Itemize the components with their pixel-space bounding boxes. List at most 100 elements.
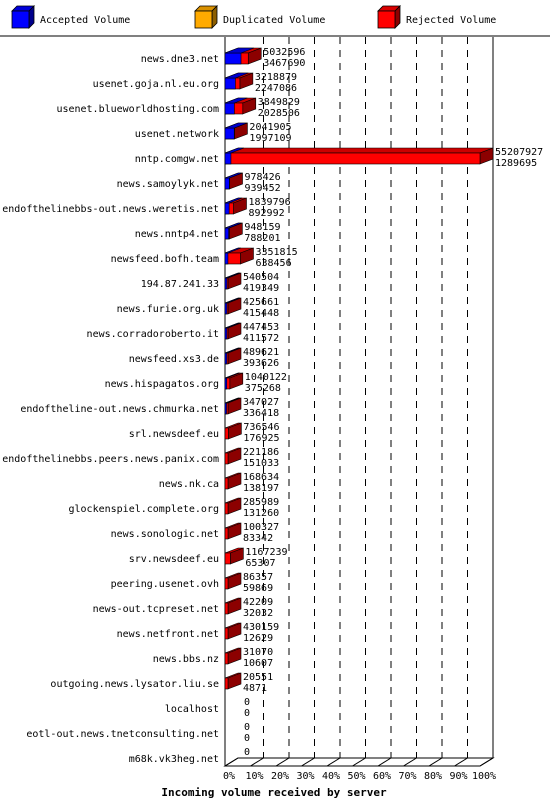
server-label: news.samoylyk.net xyxy=(117,179,219,190)
bar-rejected xyxy=(224,577,229,590)
x-tick-label: 100% xyxy=(472,771,496,782)
bar-accepted-top xyxy=(224,272,241,279)
value-label-accepted: 375268 xyxy=(245,383,281,394)
server-label: newsfeed.xs3.de xyxy=(129,354,219,365)
legend-item: Rejected Volume xyxy=(377,5,496,29)
bar-rejected xyxy=(224,602,229,615)
server-label: news.nntp4.net xyxy=(135,229,219,240)
bar-accepted-top xyxy=(224,222,242,229)
value-label-accepted: 65307 xyxy=(245,558,275,569)
tick-mark xyxy=(428,757,443,767)
value-label-accepted: 131260 xyxy=(243,508,279,519)
server-bar: 00 xyxy=(244,697,250,719)
tick-mark xyxy=(454,757,468,767)
value-label-total: 86357 xyxy=(243,572,273,583)
bar-accepted xyxy=(224,302,228,315)
x-tick-label: 50% xyxy=(347,771,365,782)
bar-accepted xyxy=(224,402,227,415)
bar-rejected xyxy=(224,502,229,515)
x-tick-label: 60% xyxy=(373,771,391,782)
value-label-accepted: 151033 xyxy=(243,458,279,469)
bar-accepted xyxy=(224,127,235,140)
x-axis: 0% 10% 20% 30% 40% 50% 60% 70% 80% 90% 100% xyxy=(223,757,496,782)
bar-accepted-top xyxy=(224,47,255,54)
x-tick-label: 30% xyxy=(296,771,314,782)
x-axis-title: Incoming volume received by server xyxy=(161,786,387,799)
value-label-total: 221186 xyxy=(243,447,279,458)
value-label-accepted: 419349 xyxy=(243,283,279,294)
bar-rejected xyxy=(224,627,229,640)
server-label: outgoing.news.lysator.liu.se xyxy=(50,679,219,690)
bar-accepted xyxy=(224,202,230,215)
bar-accepted-top xyxy=(224,397,240,404)
tick-mark xyxy=(326,757,341,767)
tick-mark xyxy=(250,757,264,767)
bar-rejected xyxy=(224,452,229,465)
server-label: news-out.tcpreset.net xyxy=(93,604,219,615)
bar-rejected xyxy=(224,427,229,440)
server-labels: news.dne3.net usenet.goja.nl.eu.org usenet… xyxy=(2,54,219,765)
value-label-accepted: 336418 xyxy=(243,408,279,419)
value-label-accepted: 0 xyxy=(244,708,250,719)
bar-rejected-top xyxy=(224,147,494,154)
value-label-total: 948159 xyxy=(244,222,280,233)
legend-swatch xyxy=(11,10,30,29)
legend-label: Duplicated Volume xyxy=(223,15,325,26)
bar-rejected xyxy=(224,477,229,490)
server-label: 194.87.241.33 xyxy=(141,279,219,290)
value-label-total: 100327 xyxy=(243,522,279,533)
value-label-accepted: 59869 xyxy=(243,583,273,594)
value-label-total: 425661 xyxy=(243,297,279,308)
tick-mark xyxy=(403,757,417,767)
value-label-total: 1040122 xyxy=(245,372,287,383)
server-label: glockenspiel.complete.org xyxy=(68,504,219,515)
value-label-accepted: 1289695 xyxy=(495,158,537,169)
value-label-accepted: 788201 xyxy=(244,233,280,244)
x-tick-label: 10% xyxy=(245,771,263,782)
bar-accepted-top xyxy=(224,247,242,254)
server-label: peering.usenet.ovh xyxy=(111,579,219,590)
value-label-total: 0 xyxy=(244,697,250,708)
server-label: newsfeed.bofh.team xyxy=(111,254,219,265)
legend-swatch xyxy=(194,10,213,29)
x-tick-label: 70% xyxy=(398,771,416,782)
value-label-accepted: 1997109 xyxy=(249,133,291,144)
value-label-accepted: 393626 xyxy=(243,358,279,369)
value-label-accepted: 2028506 xyxy=(258,108,300,119)
value-label-accepted: 4871 xyxy=(243,683,267,694)
value-label-accepted: 415448 xyxy=(243,308,279,319)
value-label-accepted: 12629 xyxy=(243,633,273,644)
value-label-accepted: 32032 xyxy=(243,608,273,619)
bar-accepted xyxy=(224,277,228,290)
bar-accepted-top xyxy=(224,347,240,354)
server-label: localhost xyxy=(165,704,219,715)
legend-item: Accepted Volume xyxy=(11,5,130,29)
bar-accepted-top xyxy=(224,72,249,79)
server-label: eotl-out.news.tnetconsulting.net xyxy=(26,729,219,740)
server-label: news.nk.ca xyxy=(159,479,219,490)
server-label: news.furie.org.uk xyxy=(117,304,219,315)
server-label: news.corradoroberto.it xyxy=(87,329,219,340)
server-label: srl.newsdeef.eu xyxy=(129,429,219,440)
value-label-total: 430159 xyxy=(243,622,279,633)
x-tick-label: 80% xyxy=(424,771,442,782)
bar-accepted-top xyxy=(224,122,248,129)
value-label-total: 168634 xyxy=(243,472,279,483)
legend-label: Rejected Volume xyxy=(406,15,496,26)
value-label-total: 0 xyxy=(244,747,250,758)
server-label: news.hispagatos.org xyxy=(105,379,219,390)
legend: Accepted Volume Duplicated Volume Rejected… xyxy=(11,5,496,29)
